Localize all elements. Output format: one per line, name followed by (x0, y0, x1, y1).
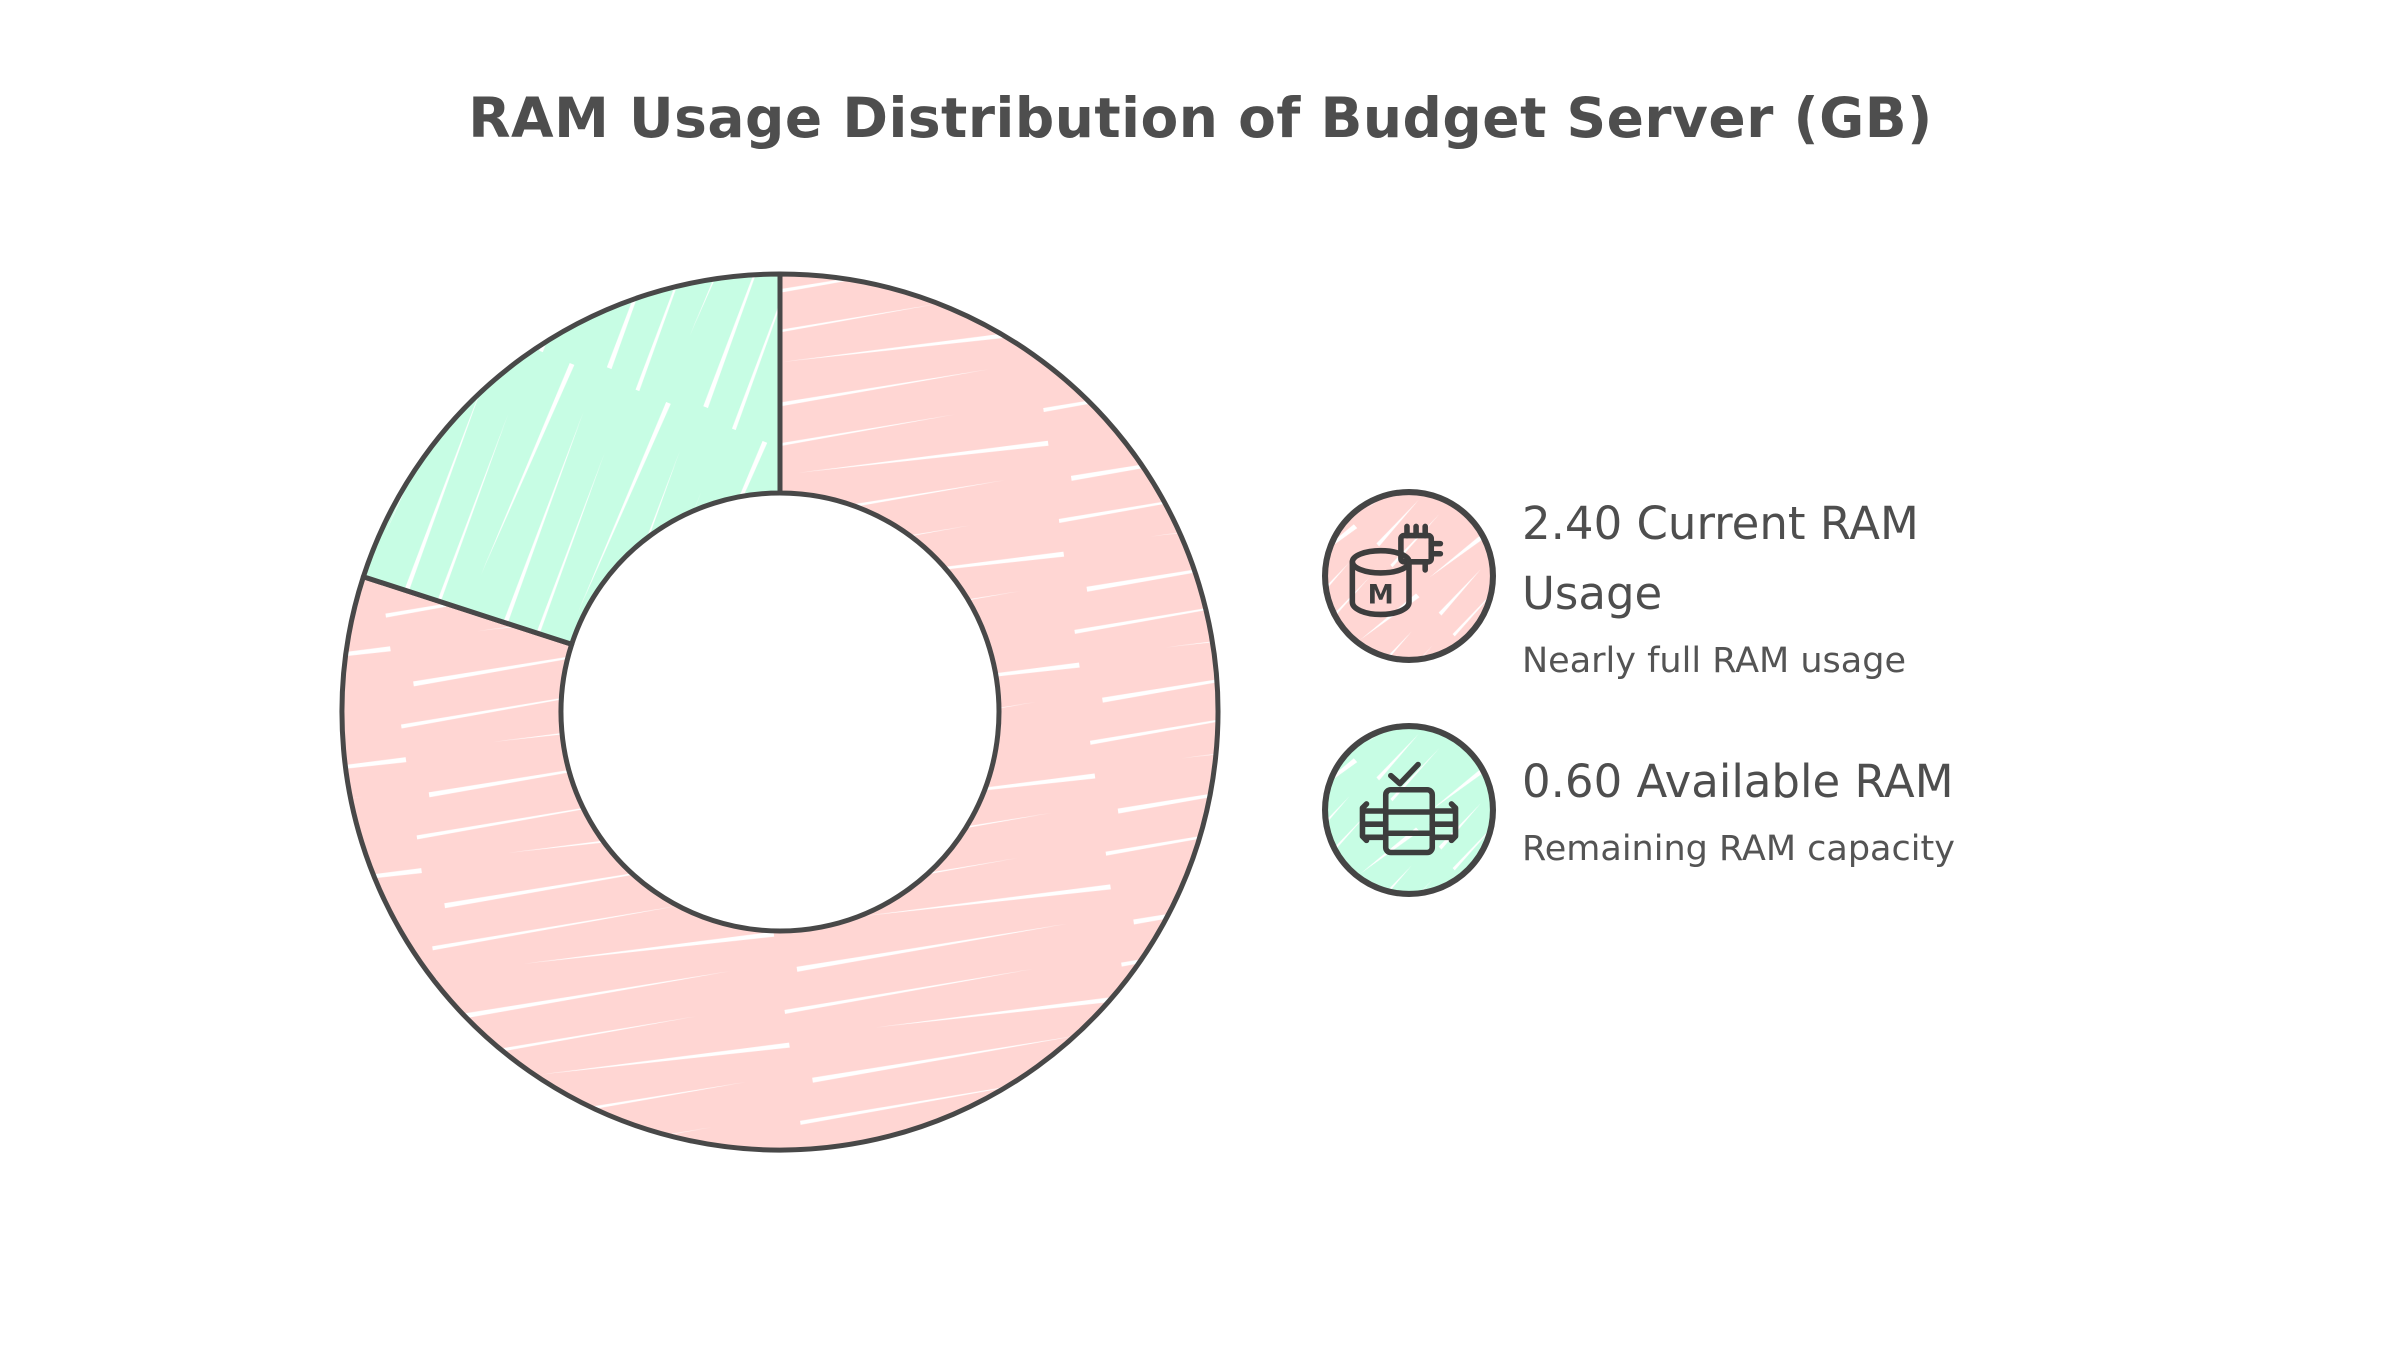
checkmark-icon (1388, 761, 1421, 787)
chip-icon (1398, 523, 1444, 573)
legend-label-current-ram: 2.40 Current RAM Usage (1522, 497, 1919, 620)
donut-chart (339, 271, 1221, 1153)
chart-title: RAM Usage Distribution of Budget Server … (468, 86, 1933, 150)
legend-sublabel-available-ram: Remaining RAM capacity (1522, 829, 1955, 870)
memory-database-icon: M (1322, 489, 1496, 663)
legend-item-available-ram: 0.60 Available RAM Remaining RAM capacit… (1322, 723, 1955, 897)
ram-stick-icon (1359, 786, 1459, 856)
legend-sublabel-current-ram: Nearly full RAM usage (1522, 640, 1906, 681)
donut-slice-current-ram-usage (339, 271, 1221, 1153)
legend-item-current-ram-usage: M 2.40 Current RAM Usage Nearly full RAM… (1322, 489, 2022, 684)
database-cylinder-icon (1349, 547, 1412, 618)
icon-letter-m: M (1368, 580, 1394, 610)
donut-slice-available-ram (360, 271, 783, 647)
legend-label-available-ram: 0.60 Available RAM (1522, 755, 1954, 809)
ram-module-check-icon (1322, 723, 1496, 897)
